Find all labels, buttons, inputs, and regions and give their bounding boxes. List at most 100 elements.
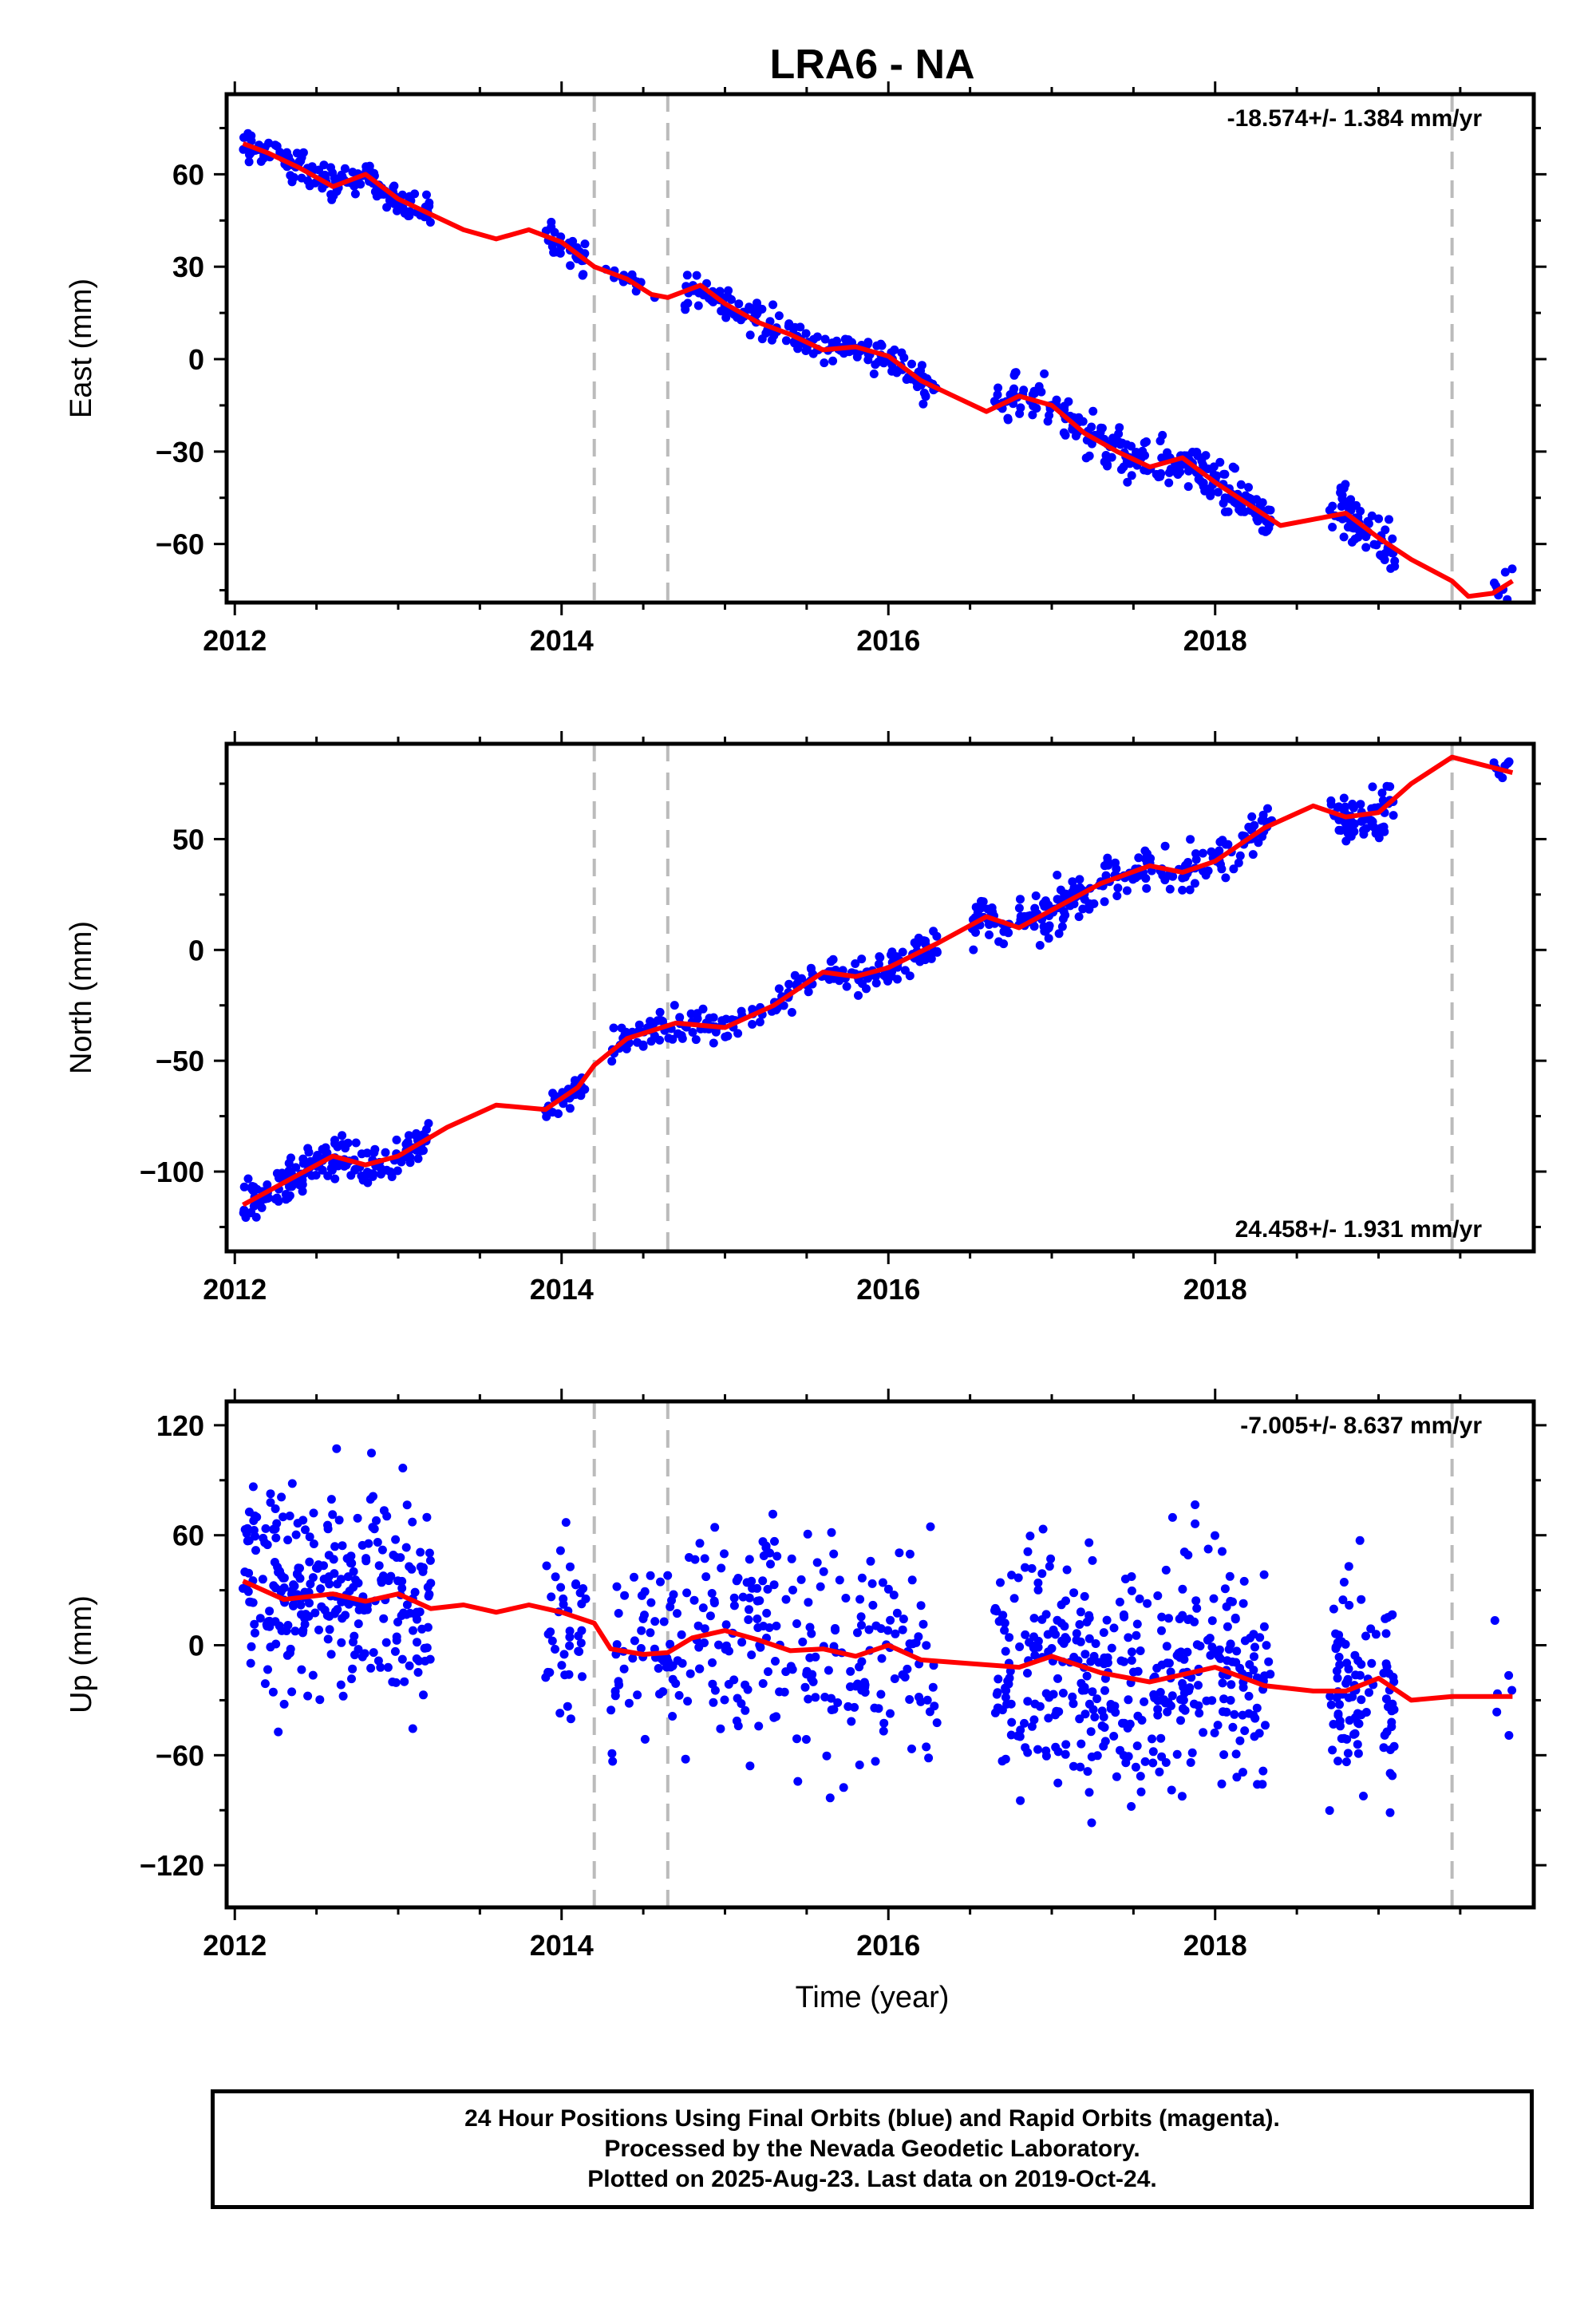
up-data-point (925, 1707, 934, 1717)
north-data-point (251, 1199, 261, 1208)
up-data-point (326, 1495, 336, 1504)
up-data-point (659, 1617, 669, 1626)
up-data-point (1127, 1656, 1136, 1665)
north-data-point (1198, 848, 1207, 858)
north-frame (224, 741, 1536, 1254)
east-data-point (1108, 433, 1118, 443)
up-data-point (1127, 1586, 1136, 1595)
east-data-point (793, 344, 803, 354)
up-data-point (753, 1583, 762, 1593)
up-data-point (1088, 1555, 1097, 1565)
north-data-point (1112, 864, 1121, 874)
up-data-point (811, 1652, 820, 1662)
up-data-point (1033, 1585, 1043, 1595)
up-data-point (373, 1656, 383, 1666)
up-data-point (1359, 1792, 1368, 1800)
east-data-point (1220, 469, 1230, 479)
east-data-point (566, 261, 575, 271)
north-data-point (755, 1018, 764, 1027)
up-data-point (336, 1680, 346, 1690)
up-data-point (633, 1690, 642, 1700)
north-data-point (1163, 871, 1172, 880)
east-data-point (1380, 555, 1389, 564)
up-data-point (1033, 1745, 1042, 1754)
up-data-point (1361, 1708, 1371, 1717)
up-data-point (1255, 1633, 1265, 1642)
up-data-point (1219, 1694, 1229, 1704)
up-data-point (1044, 1647, 1053, 1657)
up-data-point (1222, 1602, 1231, 1611)
east-data-point (1116, 440, 1125, 449)
east-data-point (1122, 440, 1132, 449)
up-data-point (1191, 1500, 1200, 1509)
east-data-point (326, 163, 335, 172)
up-data-point (555, 1709, 565, 1718)
up-data-point (829, 1549, 839, 1559)
up-data-point (541, 1673, 551, 1682)
up-data-point (1345, 1600, 1354, 1610)
up-data-point (1020, 1718, 1029, 1728)
east-data-point (547, 223, 556, 232)
east-data-point (724, 286, 733, 295)
up-data-point (384, 1576, 393, 1586)
up-data-point (1262, 1641, 1271, 1650)
east-data-point (1266, 505, 1275, 515)
up-data-point (1140, 1757, 1150, 1766)
up-data-point (1385, 1745, 1395, 1754)
up-data-point (262, 1619, 271, 1629)
up-data-point (1080, 1709, 1090, 1719)
up-data-point (792, 1734, 801, 1744)
up-data-point (608, 1757, 618, 1766)
up-data-point (296, 1600, 306, 1610)
up-data-point (326, 1650, 336, 1659)
up-data-point (1033, 1636, 1043, 1646)
up-data-point (422, 1643, 432, 1653)
up-data-point (996, 1615, 1005, 1625)
up-data-point (1239, 1576, 1249, 1586)
up-data-point (911, 1638, 921, 1647)
north-data-point (874, 959, 883, 969)
north-data-point (291, 1163, 301, 1172)
up-points (239, 1444, 1517, 1828)
up-data-point (640, 1611, 649, 1620)
up-data-point (793, 1777, 803, 1786)
up-y-tick-label: 60 (172, 1520, 204, 1552)
up-data-point (918, 1619, 928, 1629)
up-data-point (788, 1585, 797, 1595)
up-data-point (1226, 1696, 1235, 1705)
east-data-point (774, 311, 784, 321)
up-data-point (1087, 1752, 1096, 1761)
up-data-point (1192, 1603, 1202, 1613)
up-data-point (1094, 1658, 1104, 1667)
up-data-point (673, 1609, 681, 1618)
up-data-point (729, 1675, 739, 1685)
up-data-point (1218, 1678, 1227, 1688)
up-data-point (422, 1512, 432, 1522)
up-data-point (1179, 1547, 1189, 1557)
up-data-point (1132, 1619, 1142, 1629)
east-x-tick-label: 2014 (530, 624, 594, 657)
up-data-point (559, 1650, 569, 1659)
up-data-point (1178, 1584, 1187, 1594)
up-data-point (903, 1664, 912, 1674)
up-data-point (874, 1704, 883, 1713)
up-data-point (1148, 1747, 1158, 1757)
up-data-point (314, 1625, 323, 1634)
up-data-point (1148, 1758, 1158, 1768)
north-data-point (787, 1008, 796, 1017)
up-data-point (309, 1508, 318, 1518)
up-data-point (247, 1642, 256, 1651)
north-data-point (918, 937, 928, 947)
up-data-point (349, 1567, 358, 1576)
up-data-point (1103, 1653, 1112, 1662)
up-data-point (1077, 1678, 1086, 1688)
east-y-axis-label: East (mm) (65, 279, 98, 418)
east-data-point (768, 300, 778, 310)
east-data-point (1100, 457, 1109, 467)
up-data-point (1206, 1650, 1215, 1660)
up-data-point (804, 1694, 813, 1704)
up-data-point (246, 1658, 255, 1668)
east-data-point (1037, 387, 1046, 397)
north-data-point (1333, 803, 1342, 812)
up-data-point (323, 1634, 333, 1644)
